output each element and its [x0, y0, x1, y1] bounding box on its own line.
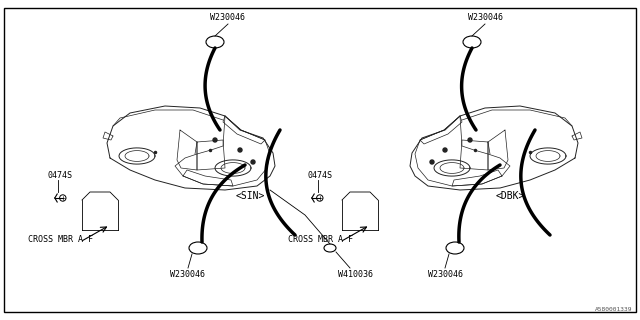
- Text: <DBK>: <DBK>: [495, 191, 525, 201]
- Circle shape: [468, 138, 472, 142]
- Text: CROSS MBR A F: CROSS MBR A F: [288, 236, 353, 244]
- Circle shape: [238, 148, 242, 152]
- Circle shape: [251, 160, 255, 164]
- Text: 0474S: 0474S: [48, 171, 73, 180]
- Text: 0474S: 0474S: [308, 171, 333, 180]
- Text: W230046: W230046: [467, 13, 502, 22]
- Text: <SIN>: <SIN>: [236, 191, 265, 201]
- Text: W230046: W230046: [170, 270, 205, 279]
- Circle shape: [213, 138, 217, 142]
- Text: A580001339: A580001339: [595, 307, 632, 312]
- Text: W230046: W230046: [211, 13, 246, 22]
- Text: CROSS MBR A F: CROSS MBR A F: [28, 236, 93, 244]
- Circle shape: [443, 148, 447, 152]
- Text: W410036: W410036: [337, 270, 372, 279]
- Circle shape: [430, 160, 434, 164]
- Text: W230046: W230046: [428, 270, 463, 279]
